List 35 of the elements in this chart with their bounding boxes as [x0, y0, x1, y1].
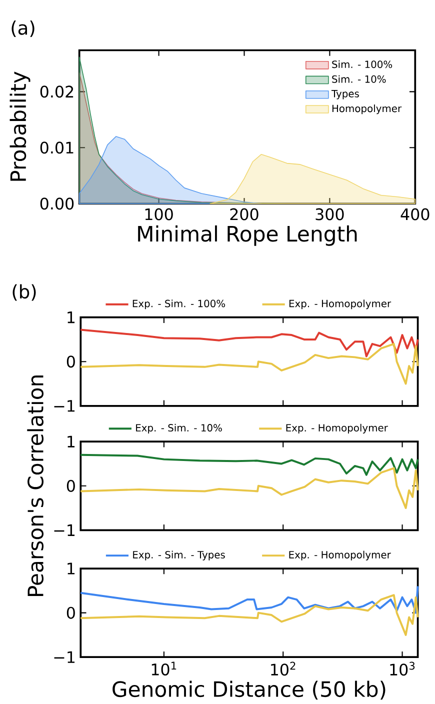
y-tick-label: 0 [67, 480, 76, 492]
legend-label: Homopolymer [332, 104, 402, 114]
y-tick-label: 1 [68, 436, 75, 448]
x-tick-label: 10$^{1}$ [152, 662, 176, 676]
y-tick-label: −1 [54, 400, 75, 412]
y-tick-label: −1 [54, 524, 75, 536]
y-tick-label: 1 [68, 562, 75, 574]
legend-label: Sim. - 100% [332, 60, 392, 68]
x-tick-label: 300 [316, 208, 344, 220]
legend-label: Exp. - Sim. - Types [133, 550, 226, 560]
y-axis-title: Pearson's Correlation [27, 376, 44, 596]
y-tick-label: 0.00 [40, 198, 74, 210]
legend-label: Exp. - Homopolymer [286, 424, 388, 434]
text: (b) [12, 284, 36, 301]
y-tick-label: −1 [54, 651, 75, 663]
y-tick-label: 0.02 [40, 86, 74, 98]
x-tick-label: 200 [230, 208, 258, 220]
text: (a) [12, 20, 34, 38]
y-axis-title: Probability [10, 72, 30, 181]
x-tick-label: 100 [146, 208, 174, 220]
legend-label: Types [332, 90, 360, 100]
x-axis-title: Minimal Rope Length [138, 225, 357, 246]
y-tick-label: 0 [67, 606, 76, 619]
x-tick-label: 10$^{2}$ [271, 662, 296, 676]
x-axis-title: Genomic Distance (50 kb) [112, 680, 386, 700]
y-tick-label: 0 [67, 356, 76, 368]
x-tick-label: 10$^{3}$ [390, 662, 415, 676]
x-tick-label: 400 [400, 208, 430, 220]
legend-label: Exp. - Sim. - 100% [133, 300, 226, 310]
legend-label: Exp. - Homopolymer [290, 300, 392, 310]
y-tick-label: 1 [68, 312, 75, 324]
legend-label: Exp. - Sim. - 10% [136, 424, 222, 434]
legend-label: Exp. - Homopolymer [289, 550, 392, 560]
legend-label: Sim. - 10% [332, 75, 386, 83]
y-tick-label: 0.01 [40, 142, 74, 154]
